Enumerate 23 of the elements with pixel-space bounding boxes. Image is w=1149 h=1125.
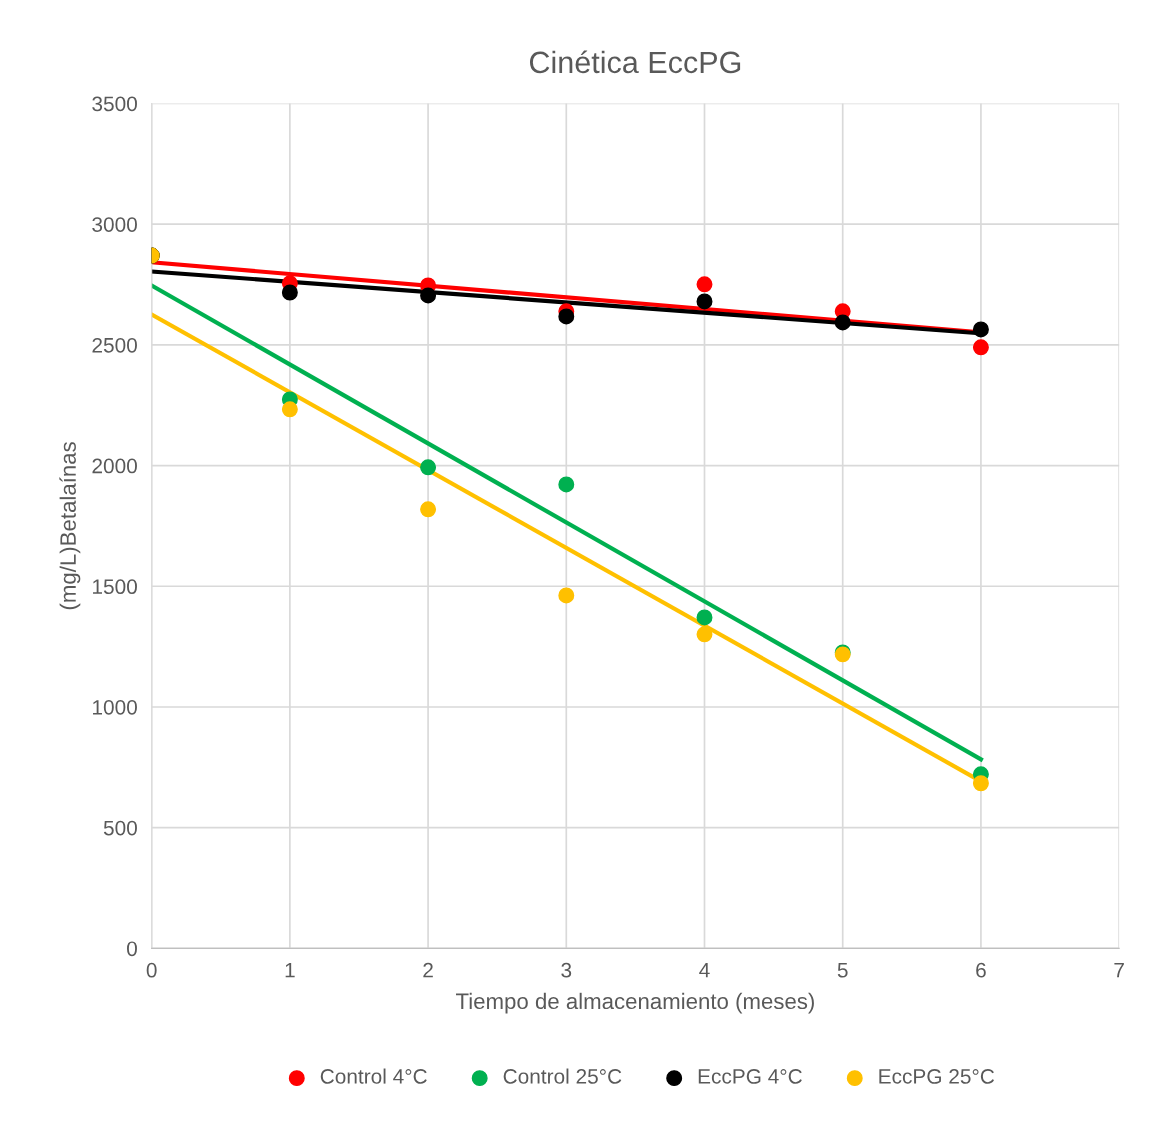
- x-axis-title: Tiempo de almacenamiento (meses): [456, 992, 814, 1014]
- y-tick-label: 1000: [93, 699, 137, 715]
- y-tick-label: 3000: [92, 217, 137, 232]
- x-tick-label: 4: [699, 963, 710, 978]
- chart-title: Cinética EccPG: [529, 50, 741, 74]
- legend-label: Control 25°C: [503, 1068, 622, 1084]
- y-axis-title: (mg/L)Betalaínas: [59, 442, 81, 610]
- y-tick-label: 500: [103, 820, 137, 836]
- legend-label: Control 4°C: [320, 1068, 427, 1084]
- y-tick-label: 3500: [92, 96, 137, 112]
- x-tick-label: 6: [976, 962, 986, 978]
- x-tick-label: 2: [423, 962, 433, 978]
- y-tick-label: 1500: [93, 579, 137, 595]
- x-tick-label: 1: [285, 963, 295, 978]
- x-tick-label: 5: [837, 963, 848, 978]
- y-tick-label: 2000: [92, 458, 137, 474]
- legend-label: EccPG 25°C: [879, 1069, 995, 1084]
- x-tick-label: 7: [1114, 963, 1124, 978]
- y-tick-label: 0: [127, 941, 137, 957]
- y-tick-label: 2500: [92, 337, 137, 353]
- legend-label: EccPG 4°C: [698, 1069, 802, 1084]
- x-tick-label: 0: [146, 962, 157, 978]
- x-tick-label: 3: [561, 962, 572, 978]
